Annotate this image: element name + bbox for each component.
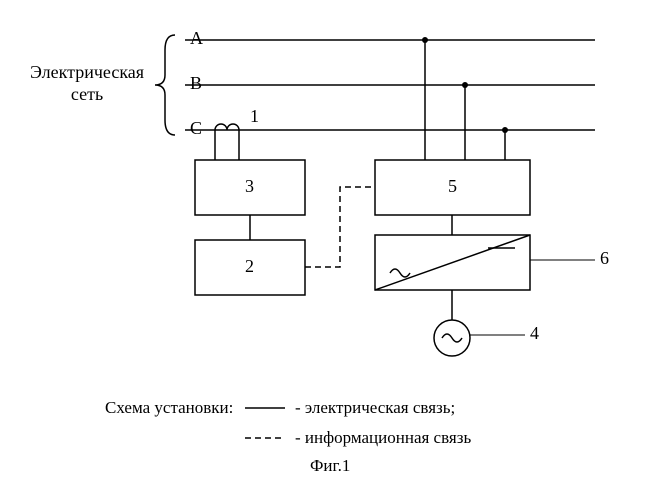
ac-symbol xyxy=(390,269,410,277)
legend-solid-text: - электрическая связь; xyxy=(295,398,455,418)
legend-title: Схема установки: xyxy=(105,398,233,418)
phase-c-label: C xyxy=(190,118,202,139)
block-1-label: 1 xyxy=(250,106,259,127)
block-3-label: 3 xyxy=(245,176,254,197)
brace xyxy=(155,35,175,135)
phase-a-label: A xyxy=(190,28,203,49)
block-6-label: 6 xyxy=(600,248,609,269)
transformer-coil xyxy=(215,124,239,130)
legend-dashed-text: - информационная связь xyxy=(295,428,471,448)
block-4-label: 4 xyxy=(530,323,539,344)
block-6-diag xyxy=(375,235,530,290)
brace-label: Электрическая сеть xyxy=(30,62,144,105)
figure-label: Фиг.1 xyxy=(310,456,350,476)
phase-b-label: B xyxy=(190,73,202,94)
gen-ac-symbol xyxy=(442,334,462,342)
block-5-label: 5 xyxy=(448,176,457,197)
info-link xyxy=(305,187,375,267)
block-2-label: 2 xyxy=(245,256,254,277)
